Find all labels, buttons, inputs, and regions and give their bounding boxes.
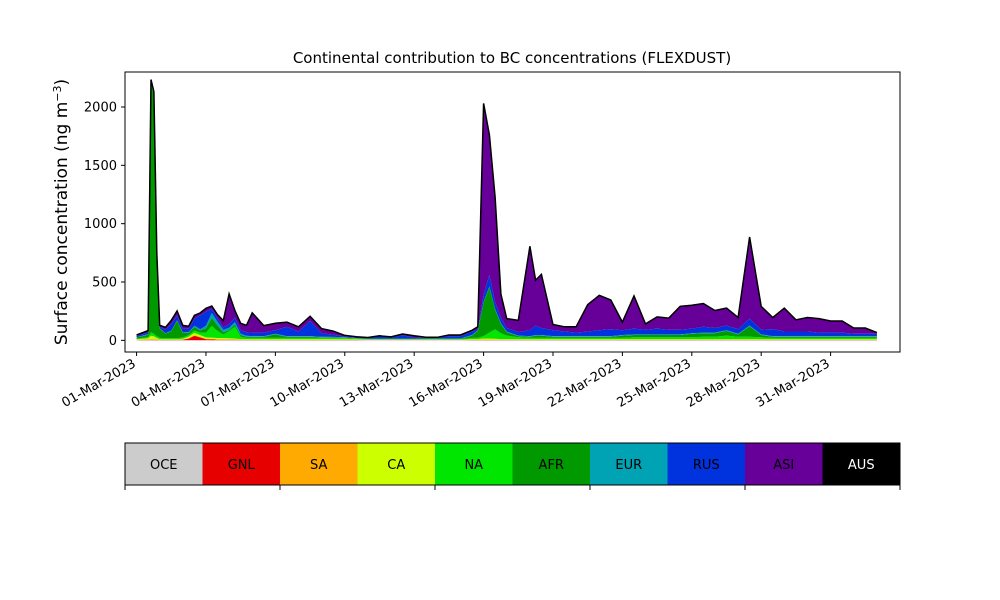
area-afr xyxy=(136,83,877,340)
area-asi xyxy=(136,79,877,339)
x-tick-label: 01-Mar-2023 xyxy=(59,356,138,410)
area-ca xyxy=(136,332,877,340)
y-axis: 0 500 1000 1500 2000 xyxy=(84,101,125,349)
legend-swatch-oce xyxy=(125,443,203,485)
y-tick-label: 1500 xyxy=(84,159,117,174)
legend-label-oce: OCE xyxy=(150,458,178,473)
x-tick-label: 28-Mar-2023 xyxy=(684,356,763,410)
legend-swatch-sa xyxy=(280,443,358,485)
area-gnl xyxy=(136,335,877,341)
legend-label-rus: RUS xyxy=(693,458,720,473)
legend-label-aus: AUS xyxy=(848,458,875,473)
y-tick-label: 0 xyxy=(109,334,117,349)
legend-swatch-na xyxy=(435,443,513,485)
y-tick-label: 500 xyxy=(92,276,117,291)
legend-label-asi: ASI xyxy=(773,458,794,473)
legend: OCE GNL SA CA NA AFR EUR RUS ASI AUS xyxy=(124,442,901,490)
legend-label-sa: SA xyxy=(310,458,327,473)
x-tick-label: 31-Mar-2023 xyxy=(753,356,832,410)
legend-label-gnl: GNL xyxy=(228,458,256,473)
x-tick-label: 19-Mar-2023 xyxy=(476,356,555,410)
area-aus xyxy=(136,79,877,338)
plot-frame xyxy=(124,71,901,353)
legend-label-na: NA xyxy=(464,458,483,473)
x-tick-label: 16-Mar-2023 xyxy=(406,356,485,410)
legend-swatch-eur xyxy=(590,443,668,485)
y-tick-label: 1000 xyxy=(84,217,117,232)
area-na xyxy=(136,326,877,340)
legend-label-ca: CA xyxy=(387,458,405,473)
legend-label-afr: AFR xyxy=(539,458,564,473)
legend-swatch-asi xyxy=(745,443,823,485)
x-tick-label: 07-Mar-2023 xyxy=(198,356,277,410)
legend-swatch-aus xyxy=(822,443,900,485)
x-tick-label: 13-Mar-2023 xyxy=(337,356,416,410)
legend-swatch-ca xyxy=(357,443,435,485)
legend-label-eur: EUR xyxy=(615,458,642,473)
legend-swatch-rus xyxy=(667,443,745,485)
legend-swatch-gnl xyxy=(202,443,280,485)
x-axis: 01-Mar-202304-Mar-202307-Mar-202310-Mar-… xyxy=(59,352,833,411)
stacked-areas xyxy=(136,79,878,341)
y-axis-label-exponent: −3 xyxy=(51,85,64,101)
chart-title: Continental contribution to BC concentra… xyxy=(293,49,731,67)
legend-frame xyxy=(124,442,901,486)
x-tick-label: 25-Mar-2023 xyxy=(615,356,694,410)
area-eur xyxy=(136,83,877,339)
total-line xyxy=(136,79,878,339)
legend-swatch-afr xyxy=(512,443,590,485)
y-axis-label: Surface concentration (ng m−3) xyxy=(51,79,73,345)
y-tick-label: 2000 xyxy=(84,101,117,116)
x-tick-label: 04-Mar-2023 xyxy=(129,356,208,410)
x-tick-label: 22-Mar-2023 xyxy=(545,356,624,410)
area-rus xyxy=(136,81,877,339)
x-tick-label: 10-Mar-2023 xyxy=(268,356,347,410)
